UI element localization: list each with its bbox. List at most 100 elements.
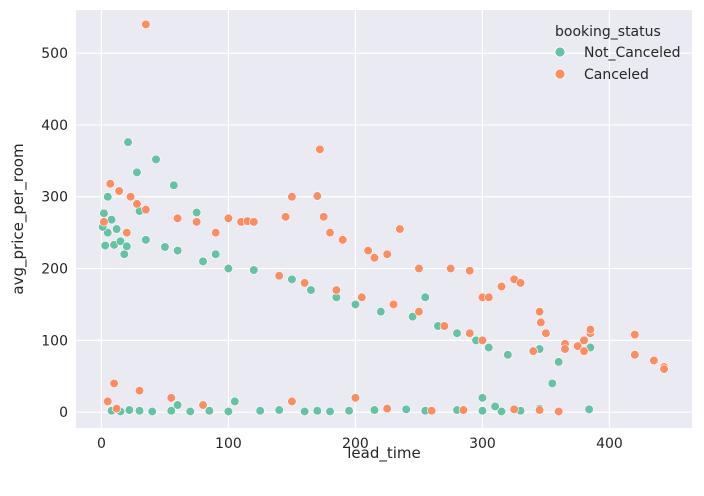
point-canceled: [249, 217, 259, 227]
point-canceled: [585, 325, 595, 335]
point-not-canceled: [122, 241, 132, 251]
legend-label-not-canceled: Not_Canceled: [584, 45, 680, 61]
point-canceled: [382, 404, 392, 414]
point-not-canceled: [325, 406, 335, 417]
point-canceled: [325, 228, 335, 238]
point-canceled: [560, 344, 570, 354]
point-canceled: [315, 144, 325, 154]
point-canceled: [477, 335, 488, 345]
point-canceled: [300, 278, 310, 288]
x-tick-label: 300: [469, 436, 496, 452]
point-not-canceled: [173, 400, 183, 410]
point-not-canceled: [119, 249, 129, 259]
point-not-canceled: [169, 180, 179, 190]
point-not-canceled: [141, 235, 151, 245]
legend-title: booking_status: [555, 24, 661, 40]
point-canceled: [484, 292, 494, 302]
point-not-canceled: [407, 312, 418, 322]
point-not-canceled: [115, 236, 126, 246]
point-not-canceled: [112, 224, 122, 234]
point-not-canceled: [369, 405, 380, 415]
point-not-canceled: [147, 406, 157, 417]
point-canceled: [515, 278, 526, 288]
point-canceled: [369, 253, 380, 263]
x-tick-label: 100: [215, 436, 242, 452]
point-canceled: [134, 386, 145, 396]
point-canceled: [357, 292, 367, 302]
point-canceled: [659, 364, 669, 374]
y-tick-label: 400: [41, 118, 68, 134]
y-axis-label: avg_price_per_room: [9, 143, 28, 294]
point-canceled: [427, 406, 437, 416]
point-not-canceled: [496, 406, 507, 417]
point-not-canceled: [477, 393, 488, 403]
point-canceled: [99, 217, 109, 227]
point-canceled: [534, 307, 545, 317]
point-not-canceled: [503, 350, 513, 360]
point-canceled: [122, 228, 132, 238]
point-not-canceled: [99, 208, 109, 218]
point-not-canceled: [344, 406, 354, 416]
point-not-canceled: [103, 228, 113, 238]
point-not-canceled: [134, 406, 145, 416]
y-tick-label: 100: [41, 333, 68, 349]
legend-marker-canceled: [554, 68, 566, 80]
point-not-canceled: [376, 307, 386, 317]
point-not-canceled: [223, 263, 234, 274]
point-canceled: [528, 346, 538, 356]
point-not-canceled: [350, 299, 361, 310]
point-not-canceled: [211, 249, 221, 259]
point-canceled: [126, 192, 136, 202]
point-canceled: [382, 249, 392, 259]
point-canceled: [319, 212, 329, 222]
point-not-canceled: [185, 406, 195, 417]
point-canceled: [103, 396, 113, 407]
point-not-canceled: [123, 137, 133, 147]
point-not-canceled: [132, 167, 142, 177]
point-canceled: [166, 393, 176, 403]
x-tick-label: 200: [342, 436, 369, 452]
x-axis-label: lead_time: [347, 444, 421, 463]
point-not-canceled: [223, 406, 234, 417]
point-canceled: [534, 405, 545, 415]
y-tick-label: 500: [41, 46, 68, 62]
point-canceled: [579, 335, 589, 345]
point-canceled: [338, 235, 348, 245]
point-not-canceled: [477, 406, 488, 416]
point-canceled: [287, 192, 297, 202]
point-canceled: [198, 400, 208, 410]
legend-marker-not-canceled: [554, 46, 566, 58]
legend: booking_status Not_Canceled Canceled: [554, 24, 680, 83]
point-canceled: [414, 263, 424, 274]
point-canceled: [141, 205, 151, 215]
point-canceled: [223, 213, 234, 223]
point-canceled: [350, 393, 361, 403]
point-canceled: [331, 285, 341, 295]
point-canceled: [630, 350, 640, 360]
point-not-canceled: [300, 406, 310, 417]
point-not-canceled: [306, 285, 316, 295]
x-tick-label: 400: [596, 436, 623, 452]
point-not-canceled: [490, 401, 500, 412]
point-canceled: [132, 199, 142, 209]
legend-label-canceled: Canceled: [584, 67, 649, 83]
point-canceled: [211, 228, 221, 238]
point-canceled: [388, 299, 399, 310]
point-not-canceled: [312, 406, 322, 416]
point-canceled: [465, 266, 475, 276]
point-canceled: [579, 346, 589, 356]
point-canceled: [280, 212, 291, 222]
y-tick-label: 200: [41, 262, 68, 278]
data-points: [98, 19, 669, 417]
point-canceled: [192, 217, 202, 227]
point-not-canceled: [166, 406, 176, 416]
point-canceled: [536, 317, 546, 328]
point-canceled: [173, 213, 183, 223]
point-not-canceled: [192, 207, 202, 218]
point-canceled: [112, 404, 122, 414]
point-canceled: [439, 321, 449, 331]
point-not-canceled: [452, 328, 462, 338]
point-not-canceled: [584, 404, 594, 414]
point-canceled: [573, 341, 583, 351]
